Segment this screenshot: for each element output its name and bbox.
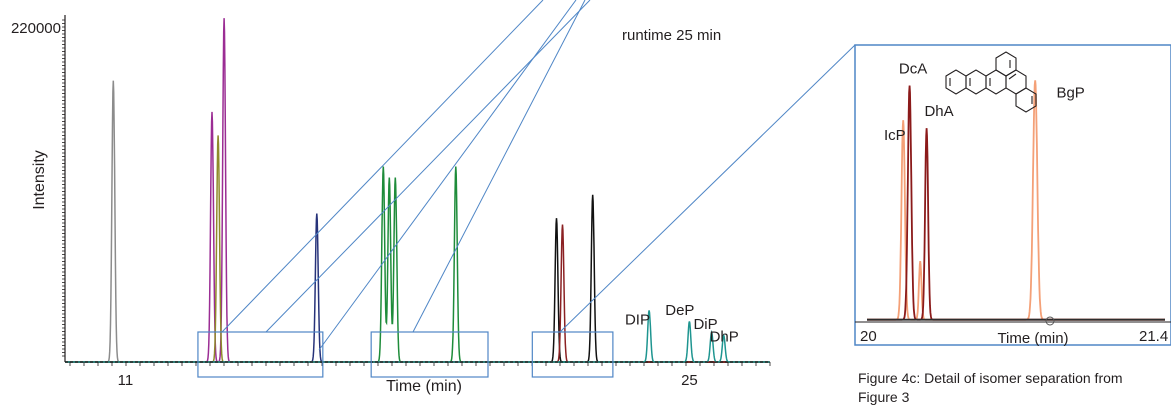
inset-peak-label-layer: DcA IcP DhA BgP (884, 61, 1085, 144)
peak-label: DIP (625, 311, 650, 328)
x-tick-label: 11 (118, 372, 134, 389)
main-series-line-1 (65, 18, 770, 363)
zoom-connector-line (559, 44, 856, 333)
zoom-connector-line (412, 0, 586, 333)
main-series-line-0 (65, 80, 770, 363)
peak-label: DeP (665, 302, 694, 319)
runtime-annotation: runtime 25 min (622, 27, 721, 44)
main-series-layer (65, 18, 770, 363)
inset-x-tick-label: 20 (860, 328, 877, 345)
x-axis-label: Time (min) (386, 378, 462, 395)
main-series-line-3 (65, 213, 770, 363)
zoom-connectors (221, 0, 856, 351)
inset-origin-marker (1045, 316, 1055, 326)
peak-label: DhP (710, 329, 739, 346)
inset-peak-label: DcA (899, 61, 927, 78)
inset-peak-label: IcP (884, 127, 906, 144)
inset-peak-label: DhA (924, 103, 953, 120)
inset-chromatogram: DcA IcP DhA BgP 20 21.4 Time (min) (854, 44, 1171, 347)
molecule-structure-icon (945, 51, 1037, 113)
main-series-line-5 (65, 194, 770, 363)
zoom-box (370, 331, 489, 378)
y-minor-ticks (62, 19, 65, 357)
inset-caption: Figure 4c: Detail of isomer separation f… (858, 370, 1123, 405)
main-series-line-4 (65, 166, 770, 363)
inset-peak-label: BgP (1056, 85, 1084, 102)
peak-label: DiP (693, 316, 717, 333)
x-tick-label: 25 (681, 372, 698, 389)
inset-x-axis-label: Time (min) (997, 330, 1068, 347)
inset-series-layer (867, 80, 1165, 321)
zoom-connector-line (318, 0, 577, 351)
zoom-connector-line (265, 0, 591, 333)
zoom-connector-line (221, 0, 544, 333)
main-text-layer: 220000 11 25 Time (min) Intensity runtim… (11, 20, 721, 395)
main-axes (62, 15, 771, 366)
main-chromatogram: 220000 11 25 Time (min) Intensity runtim… (11, 15, 771, 395)
zoom-box (197, 331, 324, 378)
y-axis-label: Intensity (31, 150, 48, 210)
zoom-box (531, 331, 614, 378)
inset-x-tick-label: 21.4 (1139, 328, 1168, 345)
main-series-line-6 (65, 224, 770, 363)
main-series-line-2 (65, 135, 770, 363)
main-series-line-7 (65, 310, 770, 363)
y-tick-label: 220000 (11, 20, 61, 37)
zoom-box-layer (197, 331, 614, 378)
